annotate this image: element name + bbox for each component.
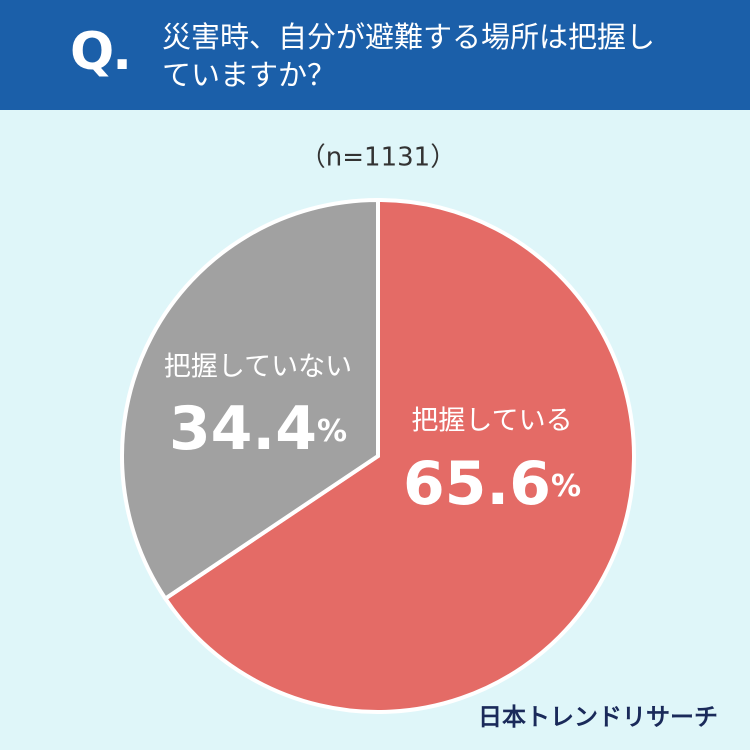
slice-label: 把握していない — [164, 352, 352, 383]
chart-title: 災害時、自分が避難する場所は把握していますか？ — [162, 20, 656, 92]
slice-value-label: 34.4% — [169, 394, 347, 464]
pie: 把握している 65.6% 把握していない 34.4% — [120, 197, 636, 714]
chart-subtitle: （n=1131） — [300, 143, 456, 173]
slice-label: 把握している — [411, 406, 572, 437]
pie-slice — [162, 197, 636, 714]
question-label: Q. — [70, 22, 132, 82]
source: 日本トレンドリサーチ — [478, 703, 718, 731]
pie-slice — [120, 197, 380, 602]
header: Q. 災害時、自分が避難する場所は把握していますか？ — [0, 0, 750, 110]
slice-value-label: 65.6% — [403, 449, 581, 519]
